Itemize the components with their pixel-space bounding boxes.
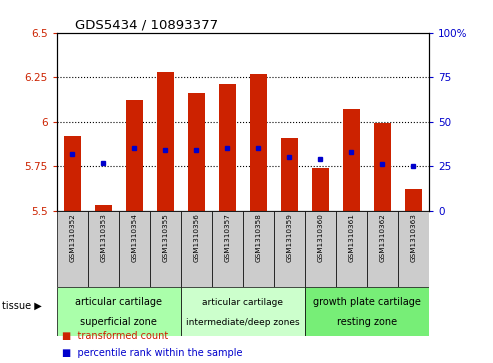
Bar xyxy=(57,211,88,287)
Bar xyxy=(243,211,274,287)
Bar xyxy=(219,84,236,211)
Bar xyxy=(305,287,429,336)
Text: articular cartilage: articular cartilage xyxy=(202,298,283,307)
Text: GSM1310359: GSM1310359 xyxy=(286,213,292,262)
Bar xyxy=(336,211,367,287)
Text: GSM1310352: GSM1310352 xyxy=(69,213,75,262)
Bar xyxy=(343,109,360,211)
Bar xyxy=(88,211,119,287)
Text: GDS5434 / 10893377: GDS5434 / 10893377 xyxy=(75,19,218,32)
Bar xyxy=(181,287,305,336)
Bar xyxy=(188,93,205,211)
Bar xyxy=(405,189,422,211)
Text: growth plate cartilage: growth plate cartilage xyxy=(313,297,421,307)
Text: GSM1310354: GSM1310354 xyxy=(131,213,137,262)
Text: intermediate/deep zones: intermediate/deep zones xyxy=(186,318,300,327)
Text: ■  transformed count: ■ transformed count xyxy=(62,331,168,341)
Bar xyxy=(95,205,112,211)
Bar xyxy=(274,211,305,287)
Text: resting zone: resting zone xyxy=(337,317,397,327)
Bar xyxy=(57,287,181,336)
Bar xyxy=(64,136,81,211)
Bar xyxy=(212,211,243,287)
Text: GSM1310358: GSM1310358 xyxy=(255,213,261,262)
Text: GSM1310361: GSM1310361 xyxy=(349,213,354,262)
Text: articular cartilage: articular cartilage xyxy=(75,297,162,307)
Bar xyxy=(374,123,391,211)
Bar xyxy=(119,211,150,287)
Text: GSM1310356: GSM1310356 xyxy=(193,213,199,262)
Text: tissue ▶: tissue ▶ xyxy=(2,301,42,311)
Text: GSM1310363: GSM1310363 xyxy=(410,213,417,262)
Text: GSM1310362: GSM1310362 xyxy=(380,213,386,262)
Text: ■  percentile rank within the sample: ■ percentile rank within the sample xyxy=(62,347,242,358)
Bar xyxy=(281,138,298,211)
Bar xyxy=(126,100,143,211)
Text: superficial zone: superficial zone xyxy=(80,317,157,327)
Bar xyxy=(312,168,329,211)
Bar xyxy=(157,72,174,211)
Bar xyxy=(250,74,267,211)
Text: GSM1310357: GSM1310357 xyxy=(224,213,230,262)
Text: GSM1310360: GSM1310360 xyxy=(317,213,323,262)
Bar xyxy=(367,211,398,287)
Bar xyxy=(150,211,181,287)
Text: GSM1310355: GSM1310355 xyxy=(162,213,168,262)
Bar xyxy=(305,211,336,287)
Bar xyxy=(398,211,429,287)
Bar xyxy=(181,211,212,287)
Text: GSM1310353: GSM1310353 xyxy=(100,213,106,262)
